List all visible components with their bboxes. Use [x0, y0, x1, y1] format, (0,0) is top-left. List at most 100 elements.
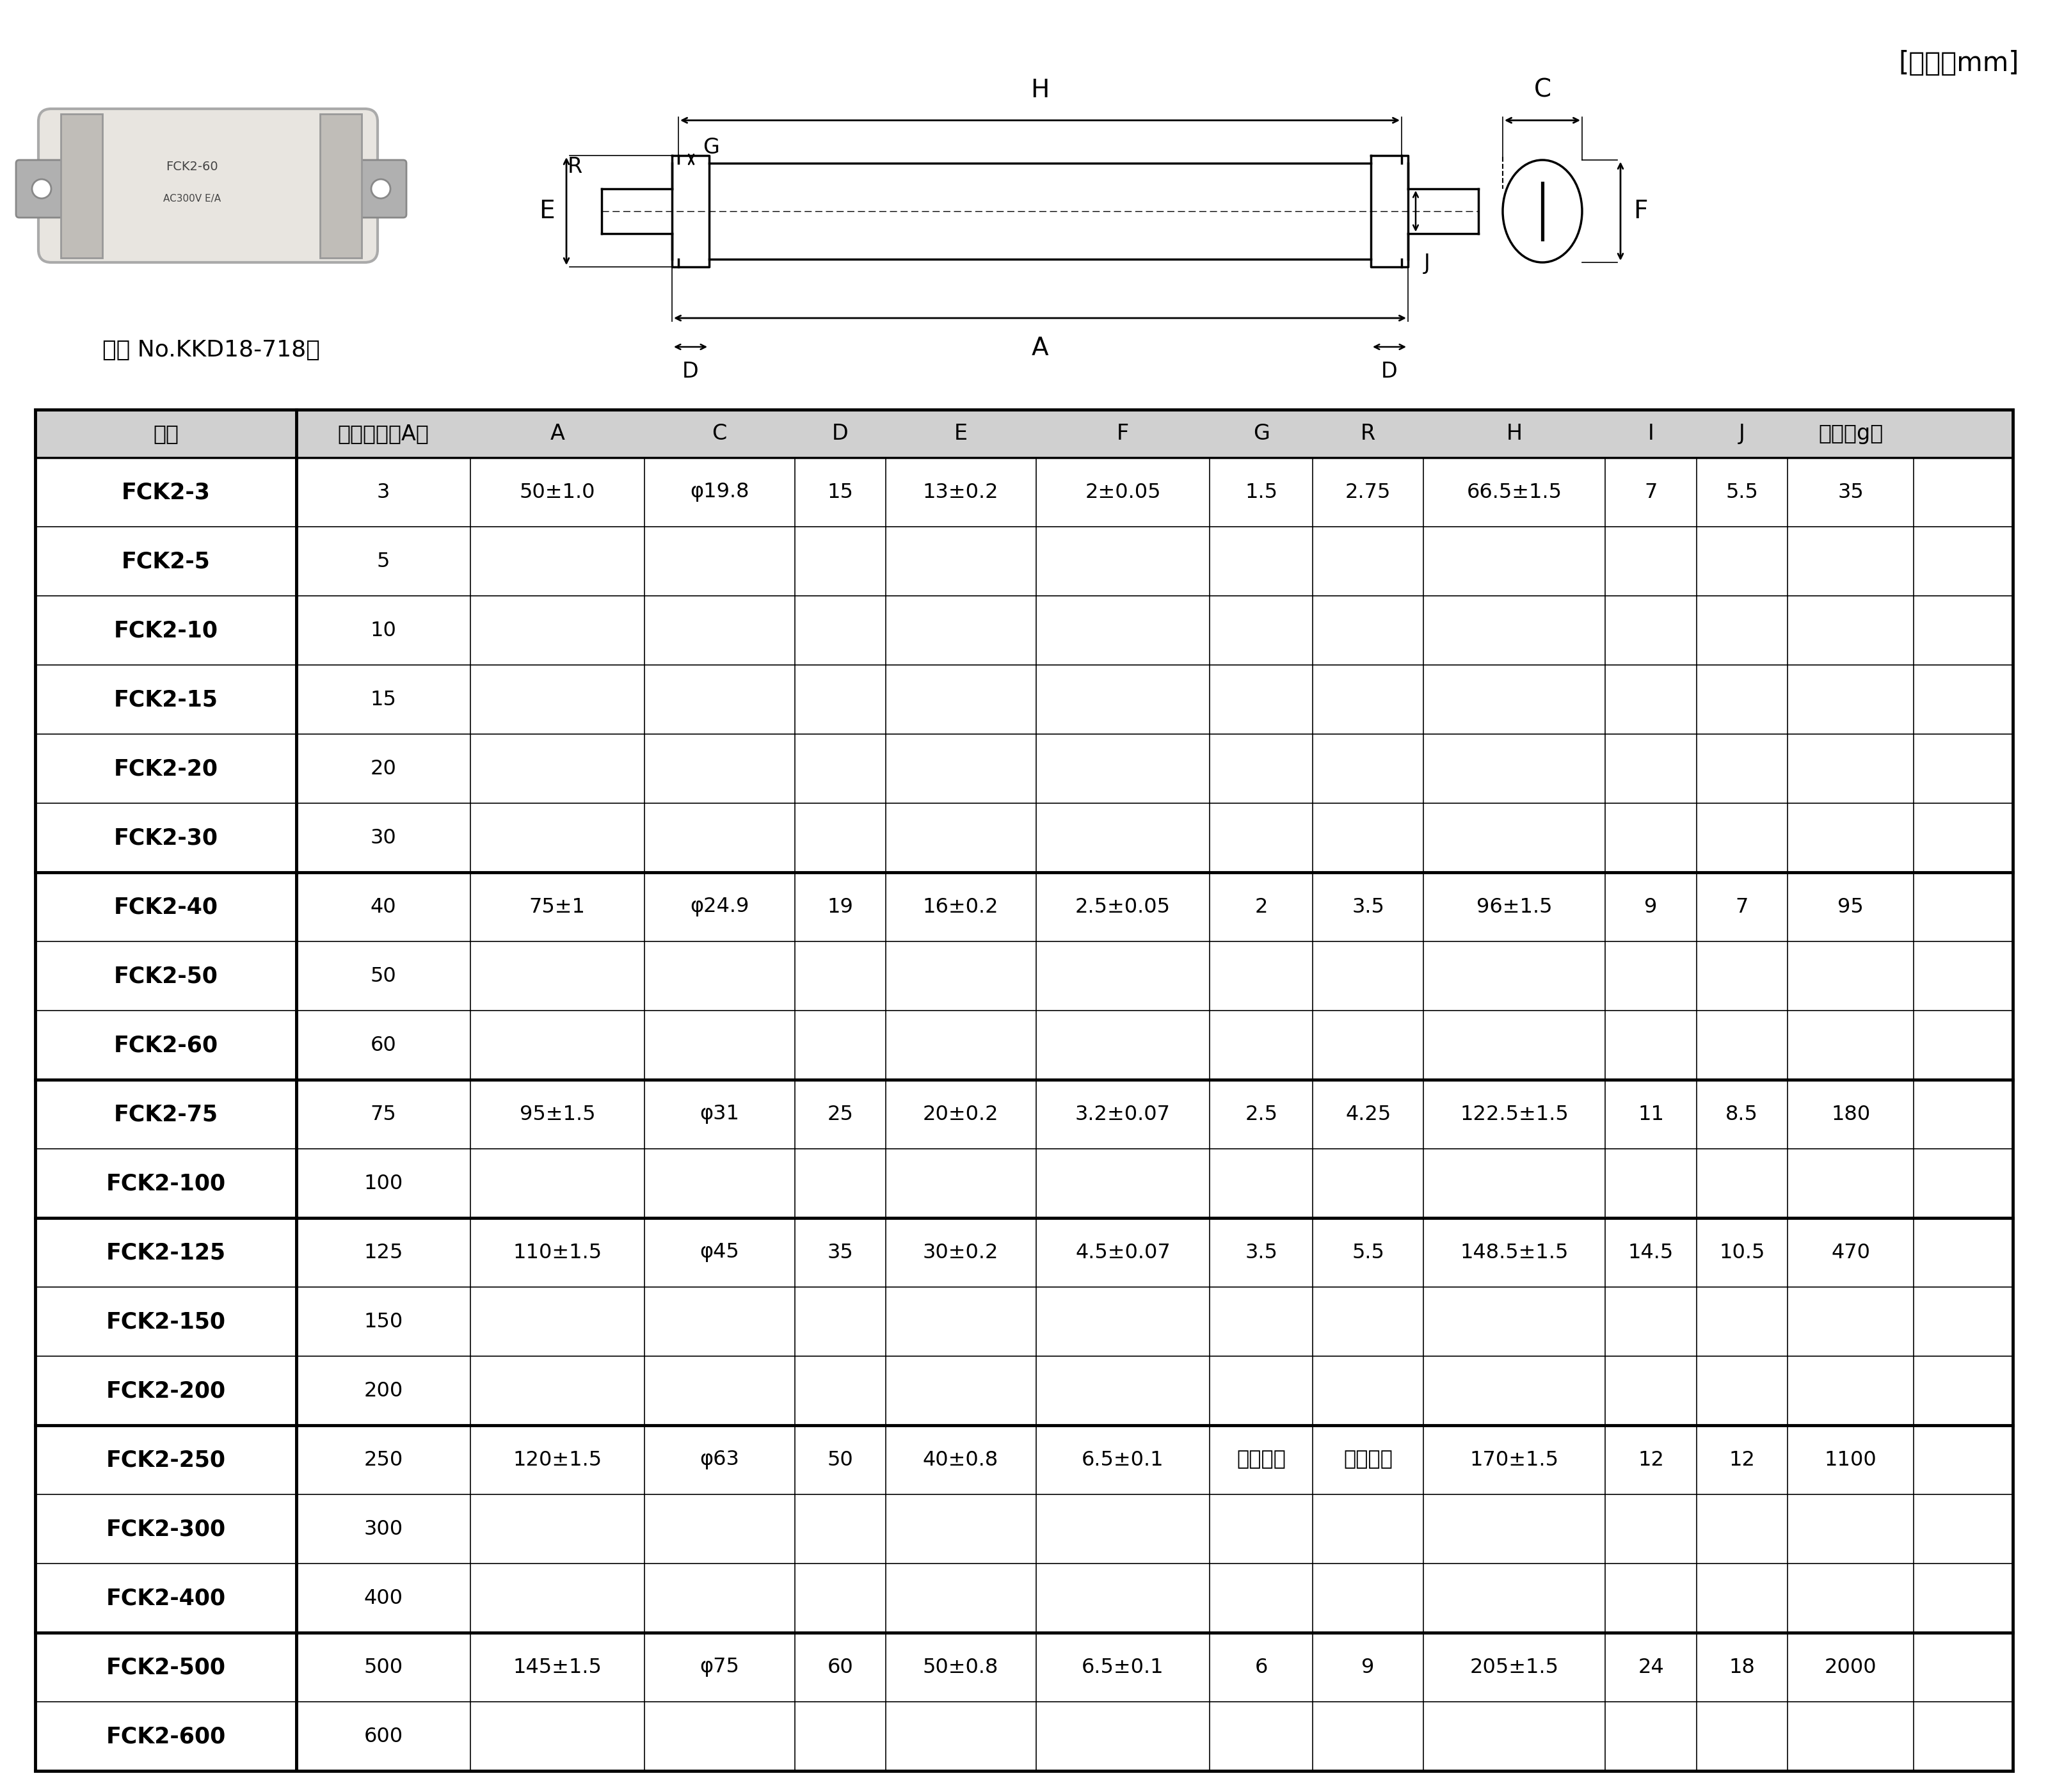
Text: 20: 20 [371, 758, 397, 778]
Bar [319, 115, 362, 258]
Text: 5.5: 5.5 [1726, 482, 1757, 502]
Text: 300: 300 [365, 1520, 403, 1539]
Text: 200: 200 [365, 1382, 403, 1401]
Text: 5: 5 [377, 552, 389, 572]
Text: 95: 95 [1837, 898, 1864, 918]
Text: 9: 9 [1362, 1658, 1374, 1677]
Bar [61, 115, 102, 258]
Text: 形式: 形式 [154, 423, 178, 444]
Text: 500: 500 [365, 1658, 403, 1677]
Text: FCK2-60: FCK2-60 [166, 159, 219, 172]
Text: 10.5: 10.5 [1718, 1242, 1765, 1262]
Text: FCK2-50: FCK2-50 [113, 966, 217, 987]
Text: 250: 250 [365, 1450, 403, 1469]
Text: 148.5±1.5: 148.5±1.5 [1460, 1242, 1569, 1262]
Text: 9: 9 [1645, 898, 1657, 918]
Text: FCK2-75: FCK2-75 [113, 1104, 217, 1125]
Text: φ31: φ31 [700, 1104, 739, 1124]
Text: FCK2-5: FCK2-5 [121, 550, 211, 572]
Text: 19: 19 [827, 898, 854, 918]
Text: 15: 15 [827, 482, 854, 502]
Text: FCK2-200: FCK2-200 [106, 1380, 225, 1401]
Text: 12: 12 [1638, 1450, 1665, 1469]
Text: FCK2-20: FCK2-20 [113, 758, 217, 780]
Text: FCK2-40: FCK2-40 [113, 896, 217, 918]
Text: D: D [1380, 360, 1397, 382]
Text: 75±1: 75±1 [528, 898, 586, 918]
Text: 35: 35 [1837, 482, 1864, 502]
Text: FCK2-60: FCK2-60 [113, 1034, 217, 1055]
Text: E: E [539, 199, 555, 224]
Text: φ75: φ75 [700, 1658, 739, 1677]
Text: FCK2-100: FCK2-100 [106, 1172, 225, 1193]
Text: FCK2-150: FCK2-150 [106, 1310, 225, 1333]
Text: 2.75: 2.75 [1346, 482, 1391, 502]
Text: 180: 180 [1831, 1104, 1870, 1124]
Text: φ63: φ63 [700, 1450, 739, 1469]
Text: 30: 30 [371, 828, 397, 848]
Text: 25: 25 [827, 1104, 854, 1124]
Text: FCK2-10: FCK2-10 [113, 620, 217, 642]
Text: 3.5: 3.5 [1245, 1242, 1278, 1262]
Ellipse shape [33, 179, 51, 199]
Text: 2.5: 2.5 [1245, 1104, 1278, 1124]
Text: 3.2±0.07: 3.2±0.07 [1075, 1104, 1171, 1124]
Text: 60: 60 [827, 1658, 854, 1677]
Text: [単位：mm]: [単位：mm] [1898, 50, 2019, 77]
Text: （丸稴）: （丸稴） [1343, 1450, 1393, 1469]
Text: G: G [1253, 423, 1270, 444]
Text: 8.5: 8.5 [1726, 1104, 1757, 1124]
Text: D: D [831, 423, 848, 444]
Text: 600: 600 [365, 1726, 403, 1745]
Text: 150: 150 [365, 1312, 403, 1331]
Text: 2±0.05: 2±0.05 [1085, 482, 1161, 502]
Bar [35, 410, 2013, 457]
Text: 2.5±0.05: 2.5±0.05 [1075, 898, 1171, 918]
Text: C: C [713, 423, 727, 444]
Text: 10: 10 [371, 620, 397, 640]
Text: AC300V E/A: AC300V E/A [164, 194, 221, 202]
Text: R: R [1360, 423, 1376, 444]
Text: FCK2-600: FCK2-600 [106, 1726, 225, 1747]
Text: D: D [682, 360, 698, 382]
Text: 95±1.5: 95±1.5 [520, 1104, 596, 1124]
Text: 3.5: 3.5 [1352, 898, 1384, 918]
Text: FCK2-30: FCK2-30 [113, 826, 217, 849]
Text: 3: 3 [377, 482, 389, 502]
Text: 470: 470 [1831, 1242, 1870, 1262]
Text: 12: 12 [1729, 1450, 1755, 1469]
Text: 35: 35 [827, 1242, 854, 1262]
Text: 120±1.5: 120±1.5 [512, 1450, 602, 1469]
Text: 4.25: 4.25 [1346, 1104, 1391, 1124]
Text: 6.5±0.1: 6.5±0.1 [1081, 1658, 1163, 1677]
Text: J: J [1739, 423, 1745, 444]
Text: 96±1.5: 96±1.5 [1477, 898, 1552, 918]
Text: R: R [567, 156, 582, 177]
Text: 5.5: 5.5 [1352, 1242, 1384, 1262]
Text: FCK2-250: FCK2-250 [106, 1450, 225, 1471]
Text: A: A [551, 423, 565, 444]
Text: H: H [1030, 79, 1049, 102]
Text: 66.5±1.5: 66.5±1.5 [1466, 482, 1563, 502]
Text: 4.5±0.07: 4.5±0.07 [1075, 1242, 1171, 1262]
Text: 20±0.2: 20±0.2 [924, 1104, 999, 1124]
Text: 質量（g）: 質量（g） [1819, 423, 1882, 444]
Text: 50: 50 [827, 1450, 854, 1469]
Text: 145±1.5: 145±1.5 [512, 1658, 602, 1677]
Text: 7: 7 [1645, 482, 1657, 502]
Text: 100: 100 [365, 1174, 403, 1193]
Text: 60: 60 [371, 1036, 397, 1055]
Text: J: J [1423, 253, 1430, 274]
Text: F: F [1634, 199, 1649, 224]
Text: 2: 2 [1255, 898, 1268, 918]
Text: 170±1.5: 170±1.5 [1470, 1450, 1559, 1469]
Text: 18: 18 [1729, 1658, 1755, 1677]
Text: 6.5±0.1: 6.5±0.1 [1081, 1450, 1163, 1469]
Text: FCK2-300: FCK2-300 [106, 1518, 225, 1539]
Text: φ24.9: φ24.9 [690, 898, 750, 918]
Text: （写 No.KKD18-718）: （写 No.KKD18-718） [102, 339, 319, 360]
FancyBboxPatch shape [39, 109, 377, 262]
Text: E: E [954, 423, 967, 444]
FancyBboxPatch shape [16, 159, 68, 217]
Text: 13±0.2: 13±0.2 [924, 482, 999, 502]
